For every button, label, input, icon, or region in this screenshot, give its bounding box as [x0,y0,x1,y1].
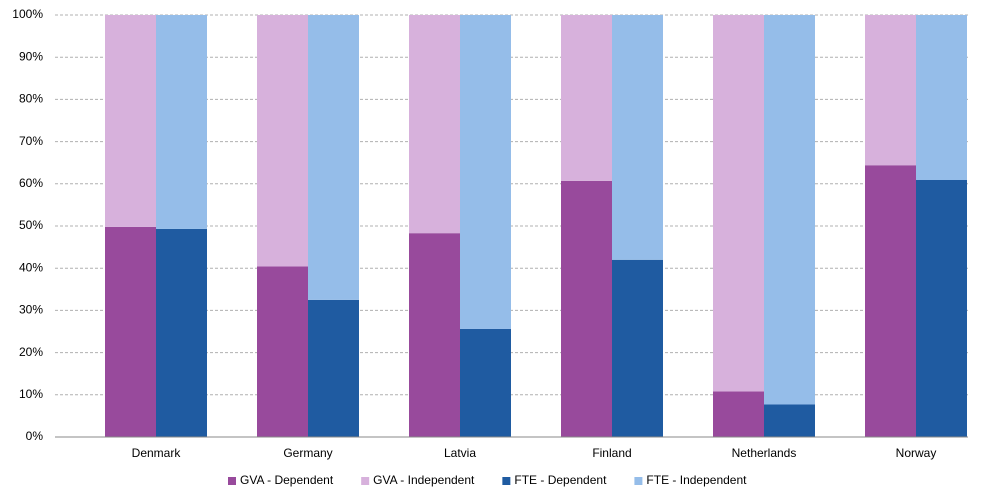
y-tick-label: 90% [19,49,43,63]
y-tick-label: 50% [19,218,43,232]
legend-label: FTE - Dependent [514,473,607,487]
bar-segment [409,233,460,437]
bar-segment [713,15,764,392]
y-tick-label: 70% [19,134,43,148]
x-tick-label: Netherlands [732,446,797,460]
bar-segment [916,15,967,181]
bar-segment [865,15,916,166]
bar-segment [308,15,359,300]
bar-segment [156,228,207,437]
legend-swatch [634,477,643,485]
bar-segment [865,165,916,437]
legend-label: GVA - Independent [373,473,475,487]
y-tick-label: 60% [19,176,43,190]
legend-label: GVA - Dependent [240,473,334,487]
bar-segment [156,15,207,229]
bar-segment [916,180,967,437]
legend-swatch [361,477,370,485]
bar-segment [764,15,815,405]
x-tick-label: Germany [283,446,332,460]
y-tick-label: 100% [12,7,43,21]
bar-segment [308,299,359,437]
legend-swatch [228,477,236,485]
x-tick-label: Latvia [444,446,476,460]
y-tick-label: 10% [19,387,43,401]
bar-segment [764,404,815,437]
bar-segment [561,180,612,437]
y-tick-label: 20% [19,345,43,359]
y-tick-label: 80% [19,92,43,106]
bar-segment [105,15,156,227]
bar-segment [561,15,612,181]
bar-segment [612,15,663,260]
y-tick-label: 40% [19,260,43,274]
bar-segment [409,15,460,234]
y-tick-label: 30% [19,303,43,317]
bar-segment [460,15,511,329]
bar-segment [713,391,764,437]
legend-swatch [502,477,511,485]
bar-segment [257,15,308,267]
bar-segment [612,259,663,437]
x-tick-label: Norway [896,446,937,460]
bar-segment [257,266,308,437]
legend-label: FTE - Independent [646,473,747,487]
y-tick-label: 0% [26,429,44,443]
bar-segment [105,226,156,437]
x-tick-label: Finland [592,446,631,460]
bar-segment [460,328,511,437]
x-tick-label: Denmark [132,446,182,460]
